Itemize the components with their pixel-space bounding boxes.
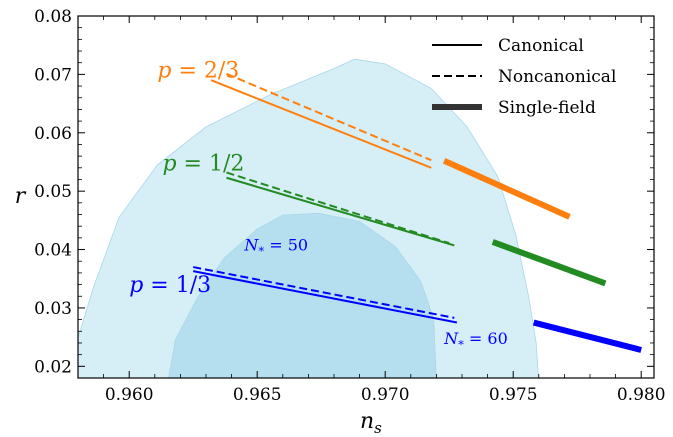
series-line-canonical-6	[193, 270, 458, 324]
series-line-single-field-5	[491, 239, 607, 287]
y-tick-label: 0.07	[34, 65, 72, 85]
legend-label: Noncanonical	[498, 67, 616, 87]
legend-label: Single-field	[498, 98, 596, 118]
y-tick-label: 0.08	[34, 7, 72, 27]
annotation-3: N* = 50	[243, 236, 308, 258]
plot-frame	[77, 15, 655, 379]
series-line-single-field-2	[442, 158, 571, 220]
y-tick-label: 0.03	[34, 299, 72, 319]
series-line-noncanonical-4	[226, 171, 450, 245]
y-tick-label: 0.04	[34, 241, 72, 261]
annotation-4: N* = 60	[443, 329, 508, 351]
y-tick-label: 0.05	[34, 182, 72, 202]
annotation-0: p = 2/3	[157, 58, 239, 83]
series-line-noncanonical-7	[193, 266, 455, 319]
y-tick-label: 0.06	[34, 124, 72, 144]
x-tick-label: 0.970	[361, 385, 410, 405]
annotation-1: p = 1/2	[162, 152, 244, 177]
series-line-canonical-0	[210, 79, 432, 169]
x-tick-label: 0.960	[105, 385, 154, 405]
legend-label: Canonical	[498, 36, 584, 56]
contour-inner	[168, 212, 437, 378]
x-tick-label: 0.975	[489, 385, 538, 405]
x-tick-label: 0.965	[233, 385, 282, 405]
series-line-noncanonical-1	[226, 72, 432, 162]
plot-area	[78, 58, 642, 378]
series-line-canonical-3	[226, 176, 455, 247]
annotation-2: p = 1/3	[129, 273, 211, 298]
x-axis-title: ns	[360, 409, 382, 437]
y-tick-label: 0.02	[34, 357, 72, 377]
x-tick-label: 0.980	[617, 385, 666, 405]
y-axis-title: r	[15, 184, 27, 209]
series-line-single-field-8	[532, 319, 642, 353]
